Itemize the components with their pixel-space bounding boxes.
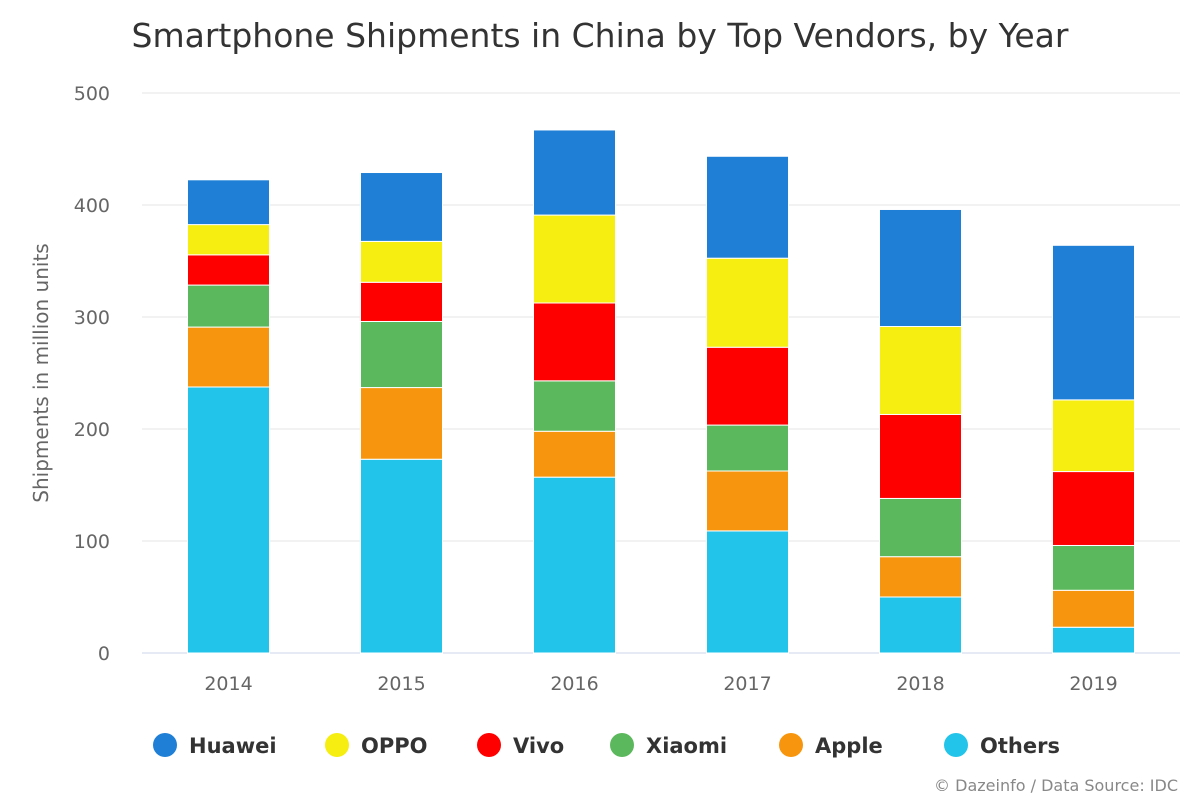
bar-others-2017[interactable]: [706, 530, 789, 654]
legend-item-oppo[interactable]: OPPO: [325, 733, 428, 758]
legend-item-apple[interactable]: Apple: [779, 733, 883, 758]
y-axis-label: Shipments in million units: [29, 243, 53, 502]
bar-others-2014[interactable]: [187, 386, 270, 654]
legend-swatch: [779, 733, 803, 757]
bar-oppo-2014[interactable]: [187, 224, 270, 256]
legend-swatch: [944, 733, 968, 757]
legend-label: Others: [980, 734, 1060, 758]
bar-others-2016[interactable]: [533, 476, 616, 654]
y-tick-label: 100: [74, 531, 110, 553]
bar-oppo-2015[interactable]: [360, 240, 443, 283]
bar-apple-2017[interactable]: [706, 470, 789, 532]
bar-oppo-2018[interactable]: [879, 326, 962, 415]
bar-oppo-2017[interactable]: [706, 257, 789, 348]
bar-huawei-2015[interactable]: [360, 172, 443, 242]
legend-item-vivo[interactable]: Vivo: [477, 733, 564, 758]
bar-xiaomi-2016[interactable]: [533, 380, 616, 432]
bar-xiaomi-2017[interactable]: [706, 424, 789, 472]
bar-huawei-2017[interactable]: [706, 155, 789, 259]
y-tick-label: 400: [74, 195, 110, 217]
legend-item-huawei[interactable]: Huawei: [153, 733, 277, 758]
x-tick-label: 2018: [896, 673, 944, 695]
x-tick-label: 2014: [204, 673, 252, 695]
x-tick-label: 2019: [1069, 673, 1117, 695]
y-axis-ticks: 0 100 200 300 400 500: [74, 83, 110, 665]
bar-others-2019[interactable]: [1052, 626, 1135, 654]
x-tick-label: 2015: [377, 673, 425, 695]
legend-swatch: [610, 733, 634, 757]
bar-oppo-2019[interactable]: [1052, 399, 1135, 473]
legend-swatch: [477, 733, 501, 757]
bar-vivo-2017[interactable]: [706, 346, 789, 426]
bar-apple-2018[interactable]: [879, 556, 962, 598]
bar-vivo-2019[interactable]: [1052, 471, 1135, 546]
x-tick-label: 2017: [723, 673, 771, 695]
bar-apple-2019[interactable]: [1052, 589, 1135, 628]
bar-vivo-2018[interactable]: [879, 413, 962, 499]
bar-xiaomi-2018[interactable]: [879, 497, 962, 558]
bar-huawei-2018[interactable]: [879, 208, 962, 328]
bar-apple-2014[interactable]: [187, 326, 270, 388]
bar-huawei-2014[interactable]: [187, 179, 270, 226]
y-tick-label: 200: [74, 419, 110, 441]
legend-label: Huawei: [189, 734, 277, 758]
legend-item-others[interactable]: Others: [944, 733, 1060, 758]
legend-label: Vivo: [513, 734, 564, 758]
bar-apple-2016[interactable]: [533, 430, 616, 478]
chart-title: Smartphone Shipments in China by Top Ven…: [132, 16, 1069, 55]
bars: [187, 129, 1135, 654]
credits[interactable]: © Dazeinfo / Data Source: IDC: [934, 776, 1178, 795]
legend-swatch: [153, 733, 177, 757]
bar-others-2018[interactable]: [879, 596, 962, 654]
bar-others-2015[interactable]: [360, 458, 443, 654]
bar-xiaomi-2019[interactable]: [1052, 544, 1135, 591]
bar-xiaomi-2015[interactable]: [360, 320, 443, 389]
bar-huawei-2016[interactable]: [533, 129, 616, 216]
legend-item-xiaomi[interactable]: Xiaomi: [610, 733, 727, 758]
legend: Huawei OPPO Vivo Xiaomi Apple Others: [153, 733, 1060, 758]
bar-huawei-2019[interactable]: [1052, 244, 1135, 401]
bar-vivo-2014[interactable]: [187, 254, 270, 286]
legend-label: OPPO: [361, 734, 428, 758]
x-tick-label: 2016: [550, 673, 598, 695]
x-axis-ticks: 2014 2015 2016 2017 2018 2019: [204, 673, 1117, 695]
bar-vivo-2016[interactable]: [533, 302, 616, 382]
bar-apple-2015[interactable]: [360, 387, 443, 460]
bar-xiaomi-2014[interactable]: [187, 284, 270, 328]
bar-oppo-2016[interactable]: [533, 214, 616, 304]
y-tick-label: 0: [98, 643, 110, 665]
legend-swatch: [325, 733, 349, 757]
legend-label: Xiaomi: [646, 734, 727, 758]
y-tick-label: 500: [74, 83, 110, 105]
legend-label: Apple: [815, 734, 883, 758]
bar-vivo-2015[interactable]: [360, 281, 443, 322]
y-tick-label: 300: [74, 307, 110, 329]
gridlines: [142, 92, 1180, 654]
